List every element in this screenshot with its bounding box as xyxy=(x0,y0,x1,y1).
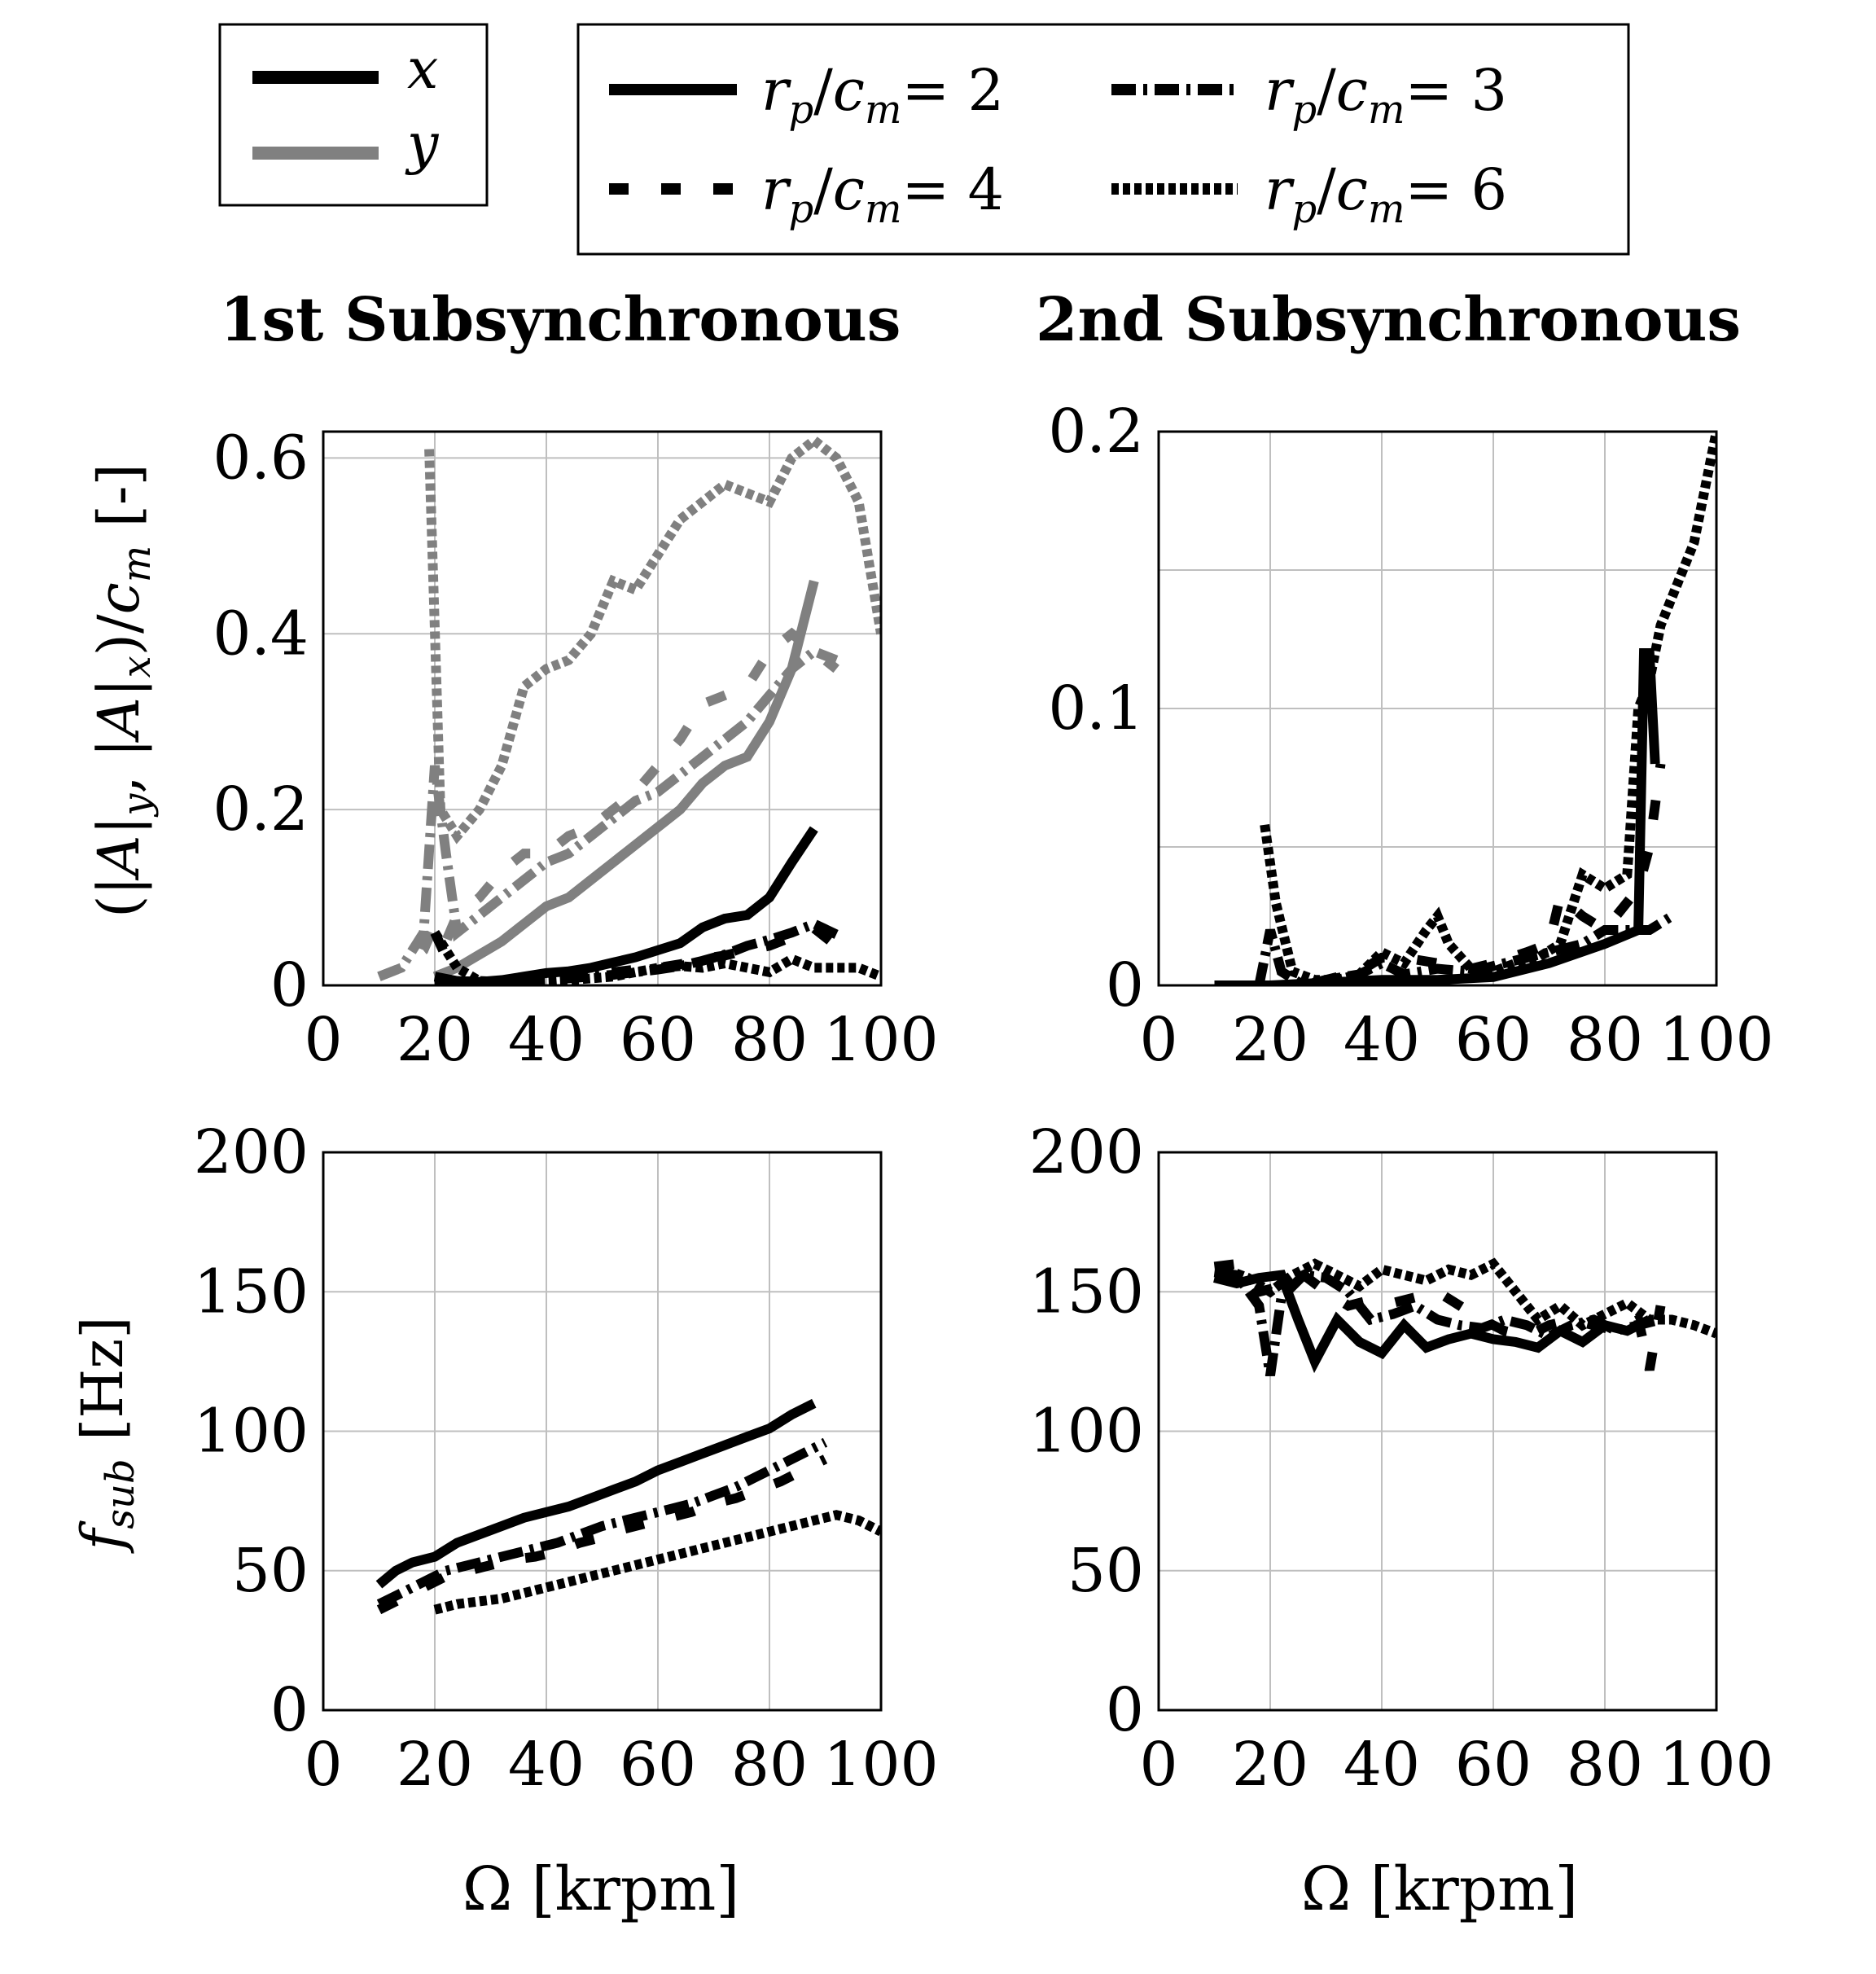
y-tick-label: 200 xyxy=(1029,1117,1144,1187)
column-title-2nd: 2nd Subsynchronous xyxy=(1036,285,1741,355)
y-tick-label: 0.2 xyxy=(1048,397,1144,467)
x-tick-label: 60 xyxy=(1455,1730,1532,1800)
y-tick-label: 0 xyxy=(1106,1675,1144,1745)
axes-frame xyxy=(322,430,883,987)
x-tick-label: 80 xyxy=(1567,1730,1643,1800)
y-tick-label: 150 xyxy=(1029,1257,1144,1327)
y-tick-label: 0 xyxy=(270,1675,309,1745)
series-line xyxy=(1213,1258,1666,1371)
y-tick-label: 0.4 xyxy=(213,599,309,669)
y-tick-label: 50 xyxy=(1067,1536,1144,1606)
x-axis-label-right: Ω [krpm] xyxy=(1301,1854,1578,1924)
x-tick-label: 40 xyxy=(508,1005,585,1075)
panel-top-left: 0 20 40 60 80 100 0 0.2 0.4 0.6 xyxy=(213,423,938,1075)
x-tick-label: 60 xyxy=(620,1005,696,1075)
x-tick-label: 60 xyxy=(1455,1005,1532,1075)
x-tick-label: 80 xyxy=(1567,1005,1643,1075)
axes-frame xyxy=(322,1151,883,1712)
x-tick-label: 20 xyxy=(397,1005,473,1075)
series-line xyxy=(1260,432,1716,985)
plot-area xyxy=(323,432,881,985)
y-tick-label: 150 xyxy=(194,1257,309,1327)
axes-frame xyxy=(1157,430,1718,987)
axes-frame xyxy=(1157,1151,1718,1712)
x-tick-label: 80 xyxy=(731,1005,808,1075)
series-line xyxy=(377,645,839,981)
x-tick-label: 20 xyxy=(397,1730,473,1800)
y-tick-label: 0 xyxy=(1106,950,1144,1020)
legend-ratio-2-label: rp/cm= 2 xyxy=(761,57,1004,133)
series-line xyxy=(433,1510,881,1615)
series-line xyxy=(430,922,839,985)
x-tick-label: 40 xyxy=(1343,1730,1420,1800)
series-line xyxy=(377,627,839,981)
x-tick-label: 40 xyxy=(508,1730,585,1800)
legend-ratio-4-label: rp/cm= 4 xyxy=(761,156,1004,232)
y-tick-label: 50 xyxy=(232,1536,309,1606)
legend-x-label: x xyxy=(407,37,438,102)
legend-ratio-6-label: rp/cm= 6 xyxy=(1265,156,1507,232)
legend-component: x y xyxy=(218,23,489,207)
x-tick-label: 0 xyxy=(304,1005,342,1075)
series-line xyxy=(430,929,881,985)
x-tick-label: 0 xyxy=(1139,1730,1177,1800)
legend-ratio-frame xyxy=(576,23,1630,256)
x-tick-label: 0 xyxy=(304,1730,342,1800)
x-tick-label: 80 xyxy=(731,1730,808,1800)
legend-y-label: y xyxy=(405,112,440,177)
series-line xyxy=(424,434,881,844)
panel-top-right: 0 20 40 60 80 100 0 0.1 0.2 xyxy=(1048,397,1773,1075)
legend-ratio-3-label: rp/cm= 3 xyxy=(1265,57,1507,133)
y-tick-label: 100 xyxy=(194,1397,309,1467)
series-line xyxy=(1214,911,1675,985)
x-tick-label: 20 xyxy=(1232,1005,1308,1075)
x-tick-label: 40 xyxy=(1343,1005,1420,1075)
x-axis-label-left: Ω [krpm] xyxy=(462,1854,739,1924)
y-tick-label: 0.2 xyxy=(213,774,309,844)
x-tick-label: 0 xyxy=(1139,1005,1177,1075)
y-tick-label: 0.6 xyxy=(213,423,309,493)
series-line xyxy=(376,1437,828,1609)
x-tick-label: 60 xyxy=(620,1730,696,1800)
y-tick-label: 100 xyxy=(1029,1397,1144,1467)
x-tick-label: 100 xyxy=(823,1730,938,1800)
y-tick-label: 0.1 xyxy=(1048,673,1144,744)
x-tick-label: 100 xyxy=(1659,1730,1773,1800)
series-line xyxy=(375,1398,817,1589)
x-tick-label: 100 xyxy=(823,1005,938,1075)
x-tick-label: 20 xyxy=(1232,1730,1308,1800)
series-line xyxy=(432,580,819,981)
y-axis-label-top: (|A|y, |A|x)/cm [-] xyxy=(85,463,160,918)
y-tick-label: 0 xyxy=(270,950,309,1020)
series-line xyxy=(433,918,839,985)
x-tick-label: 100 xyxy=(1659,1005,1773,1075)
legend-component-frame xyxy=(218,23,489,207)
series-line xyxy=(1224,1257,1716,1339)
column-title-1st: 1st Subsynchronous xyxy=(220,285,901,355)
y-axis-label-bottom: fsub [Hz] xyxy=(69,1317,143,1555)
legend-ratio: rp/cm= 2 rp/cm= 3 rp/cm= 4 rp/cm= 6 xyxy=(576,23,1630,256)
y-tick-label: 200 xyxy=(194,1117,309,1187)
